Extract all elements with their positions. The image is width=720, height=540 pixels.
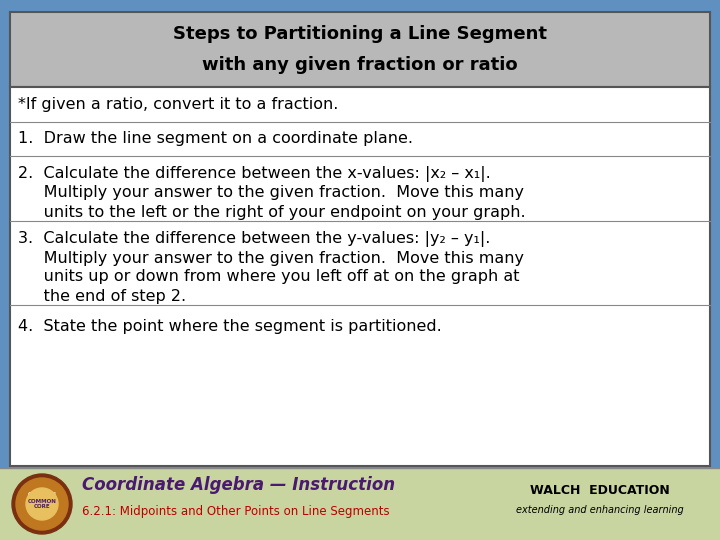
Bar <box>10 12 710 87</box>
Text: with any given fraction or ratio: with any given fraction or ratio <box>202 56 518 74</box>
Text: the end of step 2.: the end of step 2. <box>18 288 186 303</box>
Text: 3.  Calculate the difference between the y-values: |y₂ – y₁|.: 3. Calculate the difference between the … <box>18 231 490 247</box>
Text: Steps to Partitioning a Line Segment: Steps to Partitioning a Line Segment <box>173 25 547 43</box>
Text: WALCH  EDUCATION: WALCH EDUCATION <box>530 483 670 496</box>
Text: units up or down from where you left off at on the graph at: units up or down from where you left off… <box>18 269 520 285</box>
Text: 1.  Draw the line segment on a coordinate plane.: 1. Draw the line segment on a coordinate… <box>18 132 413 146</box>
Text: 4.  State the point where the segment is partitioned.: 4. State the point where the segment is … <box>18 320 442 334</box>
Text: extending and enhancing learning: extending and enhancing learning <box>516 505 684 515</box>
Text: Multiply your answer to the given fraction.  Move this many: Multiply your answer to the given fracti… <box>18 186 524 200</box>
Text: COMMON
CORE: COMMON CORE <box>27 498 56 509</box>
Circle shape <box>16 478 68 530</box>
Text: units to the left or the right of your endpoint on your graph.: units to the left or the right of your e… <box>18 205 526 219</box>
Text: CORE: CORE <box>32 502 51 507</box>
Text: Multiply your answer to the given fraction.  Move this many: Multiply your answer to the given fracti… <box>18 251 524 266</box>
Circle shape <box>26 488 58 520</box>
Bar <box>0 468 720 540</box>
Text: *If given a ratio, convert it to a fraction.: *If given a ratio, convert it to a fract… <box>18 98 338 112</box>
Text: 2.  Calculate the difference between the x-values: |x₂ – x₁|.: 2. Calculate the difference between the … <box>18 166 491 182</box>
Text: Coordinate Algebra — Instruction: Coordinate Algebra — Instruction <box>82 476 395 494</box>
Circle shape <box>20 482 64 526</box>
Text: COMMON: COMMON <box>27 491 56 496</box>
Bar <box>10 87 710 466</box>
Text: 6.2.1: Midpoints and Other Points on Line Segments: 6.2.1: Midpoints and Other Points on Lin… <box>82 505 390 518</box>
Circle shape <box>12 474 72 534</box>
